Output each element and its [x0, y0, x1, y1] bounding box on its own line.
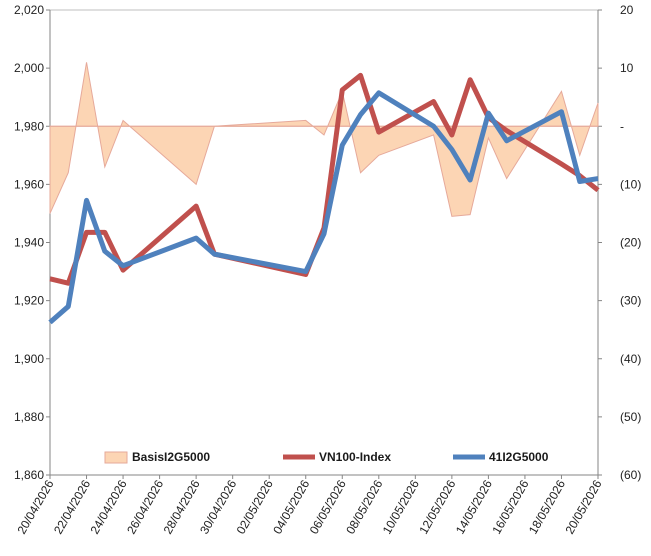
- series-area-basisi2g5000: [49, 62, 599, 217]
- left-y-tick-label: 1,860: [14, 468, 44, 482]
- right-y-tick-label: (30): [620, 294, 641, 308]
- right-y-tick-label: (40): [620, 352, 641, 366]
- left-y-tick-label: 1,980: [14, 119, 44, 133]
- left-y-tick-label: 1,920: [14, 294, 44, 308]
- left-y-tick-label: 2,020: [14, 3, 44, 17]
- x-tick-label: 14/05/2026: [453, 477, 495, 536]
- x-tick-label: 20/04/2026: [14, 477, 56, 536]
- legend-label: VN100-Index: [319, 450, 391, 464]
- left-y-tick-label: 1,880: [14, 410, 44, 424]
- right-y-tick-label: 20: [620, 3, 634, 17]
- legend-swatch-area: [104, 451, 128, 464]
- x-tick-label: 04/05/2026: [270, 477, 312, 536]
- x-tick-label: 16/05/2026: [489, 477, 531, 536]
- left-y-tick-label: 2,000: [14, 61, 44, 75]
- left-y-tick-label: 1,900: [14, 352, 44, 366]
- x-tick-label: 30/04/2026: [197, 477, 239, 536]
- right-y-tick-label: (60): [620, 468, 641, 482]
- right-y-tick-label: -: [620, 119, 624, 133]
- series-line-vn100-index: [49, 72, 600, 286]
- left-y-tick-label: 1,940: [14, 236, 44, 250]
- series-line-41i2g5000: [48, 90, 599, 325]
- x-tick-label: 24/04/2026: [88, 477, 130, 536]
- right-y-tick-label: 10: [620, 61, 634, 75]
- legend-label: BasisI2G5000: [132, 450, 210, 464]
- right-y-tick-label: (50): [620, 410, 641, 424]
- x-tick-label: 10/05/2026: [380, 477, 422, 536]
- x-tick-label: 12/05/2026: [416, 477, 458, 536]
- left-y-tick-label: 1,960: [14, 177, 44, 191]
- right-y-tick-label: (10): [620, 177, 641, 191]
- x-tick-label: 18/05/2026: [526, 477, 568, 536]
- x-tick-label: 06/05/2026: [307, 477, 349, 536]
- x-tick-label: 02/05/2026: [234, 477, 276, 536]
- x-tick-label: 20/05/2026: [562, 477, 604, 536]
- legend-label: 41I2G5000: [489, 450, 549, 464]
- x-tick-label: 28/04/2026: [161, 477, 203, 536]
- legend: BasisI2G5000 VN100-Index 41I2G5000: [104, 450, 549, 464]
- x-tick-label: 22/04/2026: [51, 477, 93, 536]
- x-tick-label: 08/05/2026: [343, 477, 385, 536]
- x-tick-label: 26/04/2026: [124, 477, 166, 536]
- plot-area-frame: [49, 9, 599, 476]
- right-y-tick-label: (20): [620, 236, 641, 250]
